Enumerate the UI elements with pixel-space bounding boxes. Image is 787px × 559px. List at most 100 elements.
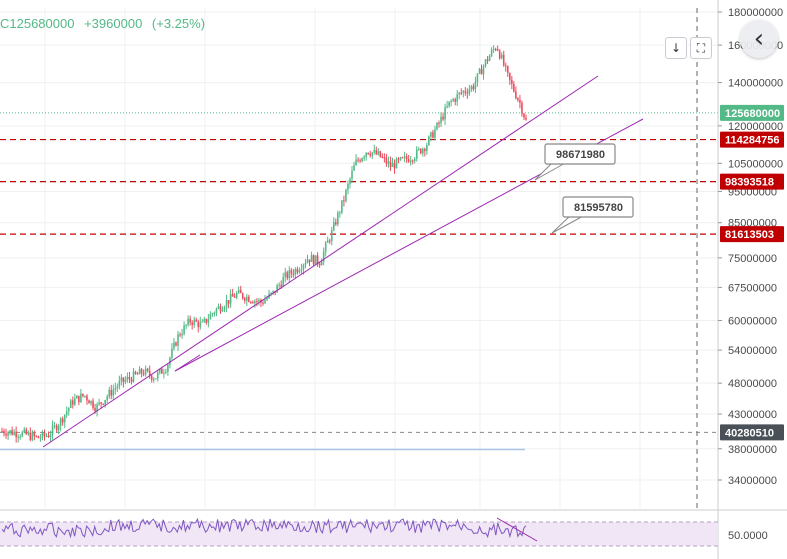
candle (1, 427, 3, 432)
candle-body (330, 230, 333, 242)
candle-body (391, 163, 394, 167)
candle-body (318, 263, 321, 266)
candle-body (438, 122, 440, 124)
candle-body (458, 92, 461, 95)
candle (27, 430, 30, 437)
candle-body (27, 432, 30, 435)
candle-body (67, 407, 70, 412)
candle-body (444, 107, 446, 120)
candle-body (104, 399, 106, 405)
candle (298, 267, 301, 274)
candle (256, 298, 258, 307)
candle (519, 95, 521, 109)
candle-body (280, 284, 282, 287)
candle (144, 365, 147, 377)
ticker-price: C125680000 (0, 16, 75, 31)
candle-body (130, 378, 133, 382)
candle-body (239, 289, 242, 294)
candle (152, 376, 155, 383)
candle-body (51, 425, 54, 435)
callout-label: 98671980 (556, 149, 605, 161)
candle-body (523, 113, 525, 118)
candle (282, 272, 285, 288)
price-callouts: 98671980 81595780 (534, 143, 634, 234)
price-axis-label: 75000000 (728, 253, 777, 265)
fullscreen-button[interactable]: ⛶ (690, 37, 712, 59)
candle (276, 283, 278, 293)
candle-body (349, 178, 351, 184)
candle-body (161, 368, 163, 374)
candle (167, 363, 169, 376)
candle-body (116, 386, 119, 389)
candle (86, 394, 88, 405)
candle (478, 67, 481, 75)
candle (450, 99, 452, 107)
candle (391, 157, 394, 167)
candle-body (403, 156, 406, 158)
candle-body (138, 369, 141, 375)
candle-body (235, 293, 238, 298)
candle-body (248, 296, 250, 302)
candle-body (142, 373, 145, 375)
price-axis-label: 38000000 (728, 444, 777, 456)
candle-body (328, 240, 331, 242)
candle (183, 321, 185, 336)
candle-body (484, 59, 487, 66)
download-button[interactable]: ↓ (665, 37, 687, 59)
candle (72, 396, 74, 409)
candle (296, 266, 299, 275)
price-axis-label: 140000000 (728, 78, 783, 90)
nav-back-button[interactable]: ‹ (740, 20, 778, 58)
candle (173, 338, 175, 351)
candle (39, 434, 42, 442)
candle (215, 307, 218, 317)
candle-body (243, 298, 246, 301)
candle (248, 294, 250, 303)
candle-body (284, 272, 287, 278)
candle-body (33, 432, 36, 436)
candle (446, 100, 448, 109)
candle-body (250, 301, 252, 303)
candle-body (415, 149, 418, 159)
candle-body (466, 92, 469, 94)
candle-body (21, 432, 24, 437)
price-tag-label: 125680000 (725, 108, 780, 120)
candle (104, 399, 106, 408)
candle (268, 289, 270, 300)
candle (106, 394, 109, 404)
candle-body (513, 83, 515, 92)
candle-body (326, 240, 329, 243)
candle-body (57, 426, 60, 431)
candle (9, 429, 11, 436)
candle-body (519, 100, 521, 103)
candle-body (442, 116, 444, 120)
candle-body (183, 325, 185, 335)
candle (150, 374, 153, 383)
candle (205, 318, 208, 325)
candle (120, 374, 123, 386)
candle (517, 97, 519, 102)
candle-body (35, 435, 38, 437)
candle-body (385, 157, 388, 164)
candle-body (241, 293, 244, 299)
candle (375, 146, 378, 156)
candle (126, 372, 129, 383)
price-tag-box (720, 131, 784, 148)
candle (464, 87, 467, 96)
candle (304, 258, 307, 269)
candle (213, 311, 216, 317)
candle (452, 97, 454, 102)
price-tag-box (720, 173, 784, 190)
candle (221, 306, 224, 312)
candle (288, 266, 291, 284)
trendlines (42, 75, 644, 448)
candle-body (136, 373, 139, 375)
candle-body (417, 148, 420, 150)
candle-body (488, 55, 491, 61)
candle (195, 317, 198, 323)
price-tag-label: 114284756 (725, 135, 779, 147)
callout-pointer (534, 161, 568, 181)
candle (156, 369, 159, 382)
candle (430, 131, 432, 142)
